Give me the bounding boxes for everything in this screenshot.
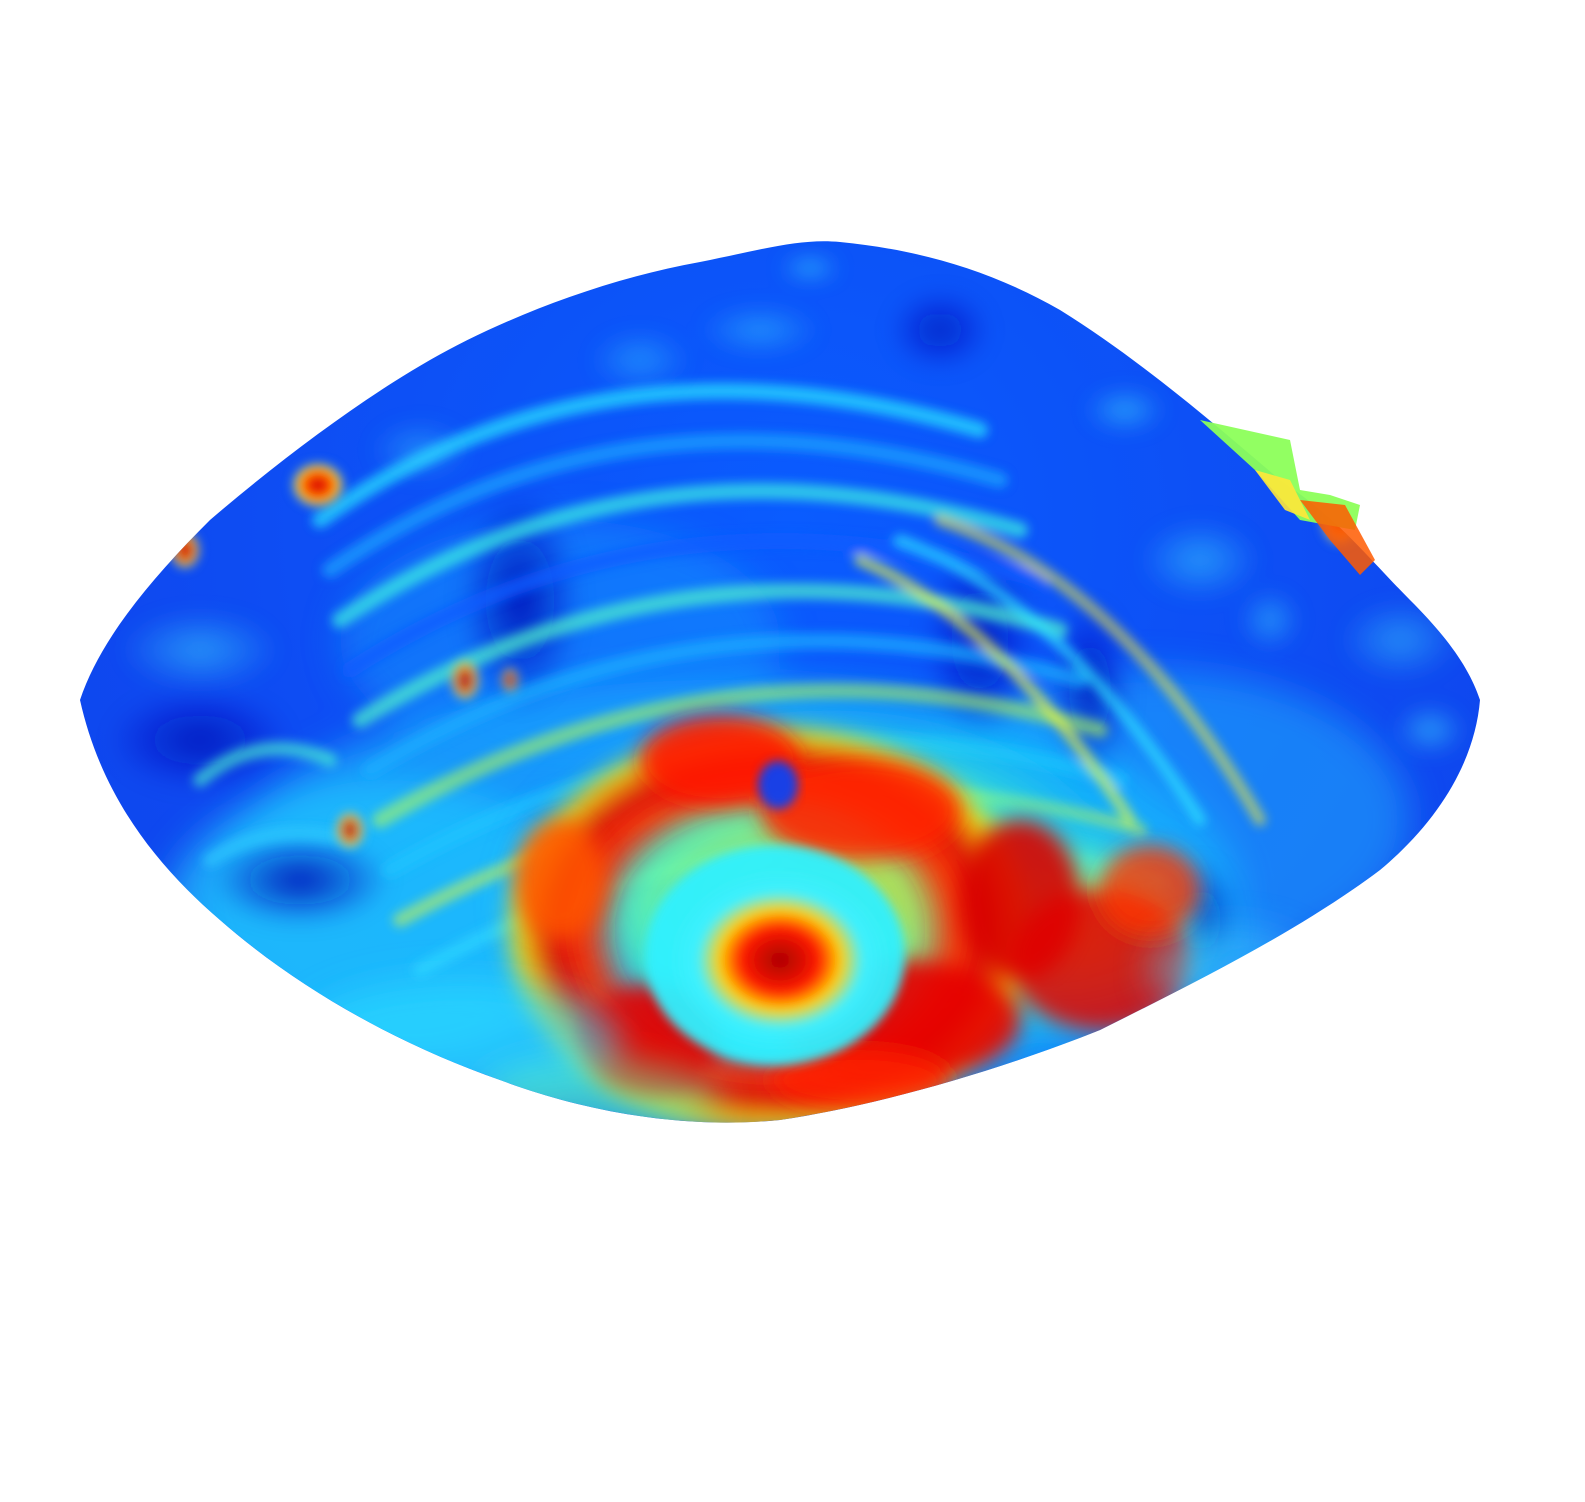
hot-core: [645, 845, 905, 1065]
blue-hole: [758, 761, 798, 809]
cyan-blobs: [120, 256, 1465, 755]
right-flap: [1200, 420, 1375, 575]
